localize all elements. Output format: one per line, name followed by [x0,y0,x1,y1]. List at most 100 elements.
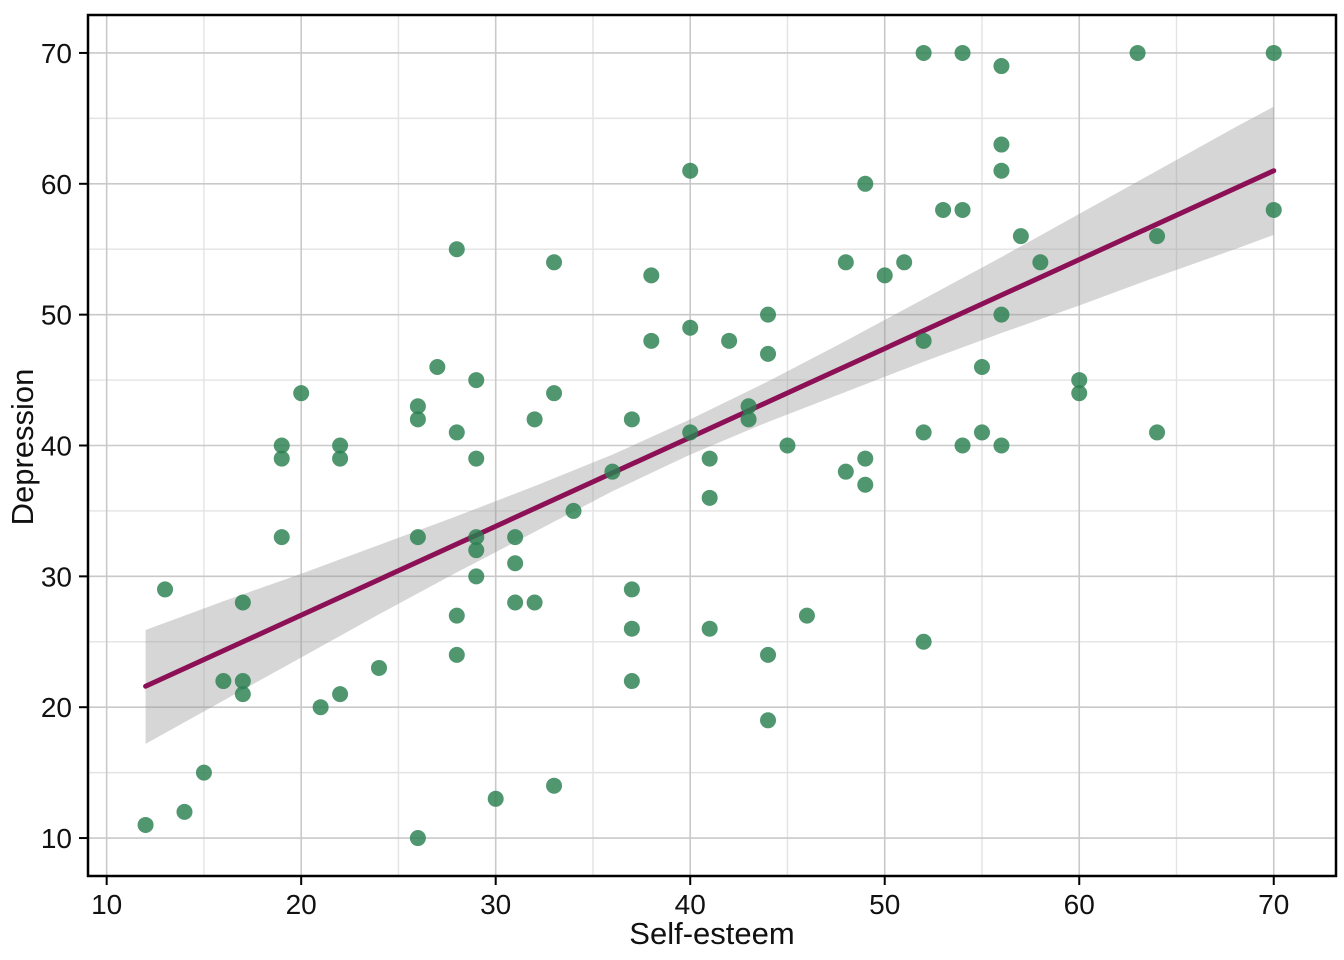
data-point [760,306,777,323]
data-point [448,646,465,663]
regression-line [143,168,1277,689]
data-point [565,502,582,519]
data-point [468,568,485,585]
data-point [915,332,932,349]
data-point [1149,424,1166,441]
data-point [137,816,154,833]
data-point [623,581,640,598]
data-point [896,254,913,271]
x-tick-label: 30 [480,889,511,920]
data-point [701,450,718,467]
data-point [837,463,854,480]
data-point [760,345,777,362]
data-point [1032,254,1049,271]
data-point [546,254,563,271]
data-point [954,437,971,454]
data-point [993,136,1010,153]
data-point [798,607,815,624]
data-point [915,44,932,61]
data-point [954,201,971,218]
data-point [195,764,212,781]
data-point [837,254,854,271]
data-point [273,529,290,546]
data-point [623,620,640,637]
x-tick-label: 50 [869,889,900,920]
data-point [312,699,329,716]
y-tick-label: 10 [41,823,72,854]
data-point [1071,372,1088,389]
data-point [643,267,660,284]
data-point [293,385,310,402]
data-point [468,529,485,546]
y-tick-label: 20 [41,692,72,723]
data-point [234,594,251,611]
x-tick-label: 70 [1258,889,1289,920]
data-point [760,712,777,729]
data-point [760,646,777,663]
data-point [993,306,1010,323]
x-tick-label: 10 [91,889,122,920]
data-point [1265,44,1282,61]
data-point [993,58,1010,75]
data-point [954,44,971,61]
data-point [332,450,349,467]
data-point [507,594,524,611]
data-point [740,398,757,415]
data-point [429,358,446,375]
y-tick-label: 30 [41,561,72,592]
data-point [448,424,465,441]
confidence-band [145,106,1274,744]
data-point [468,450,485,467]
data-point [157,581,174,598]
data-point [332,686,349,703]
data-point [1129,44,1146,61]
y-tick-label: 60 [41,169,72,200]
y-axis-title: Depression [5,369,40,526]
data-point [468,372,485,389]
data-point [1071,385,1088,402]
x-tick-label: 20 [286,889,317,920]
data-point [857,450,874,467]
data-point [526,594,543,611]
data-point [234,673,251,690]
data-point [370,659,387,676]
data-point [973,424,990,441]
data-point [1265,201,1282,218]
y-tick-label: 70 [41,38,72,69]
data-point [857,476,874,493]
data-point [448,241,465,258]
data-point [234,686,251,703]
chart-layers: 10 20 30 40 50 60 70 10 20 30 40 50 60 70 [41,13,1338,920]
data-point [332,437,349,454]
data-point [915,424,932,441]
data-point [487,790,504,807]
data-point [721,332,738,349]
data-point [682,162,699,179]
data-point [546,777,563,794]
data-point [935,201,952,218]
x-axis-title: Self-esteem [629,916,794,951]
data-point [701,620,718,637]
data-point [468,542,485,559]
data-point [682,319,699,336]
data-point [876,267,893,284]
data-point [993,162,1010,179]
data-point [507,529,524,546]
data-point [273,437,290,454]
data-point [682,424,699,441]
data-point [623,411,640,428]
data-point [526,411,543,428]
data-point [507,555,524,572]
data-point [1012,228,1029,245]
data-point [273,450,290,467]
data-point [973,358,990,375]
data-point [740,411,757,428]
y-tick-label: 40 [41,431,72,462]
data-point [176,803,193,820]
data-point [779,437,796,454]
data-point [993,437,1010,454]
data-point [546,385,563,402]
data-point [448,607,465,624]
